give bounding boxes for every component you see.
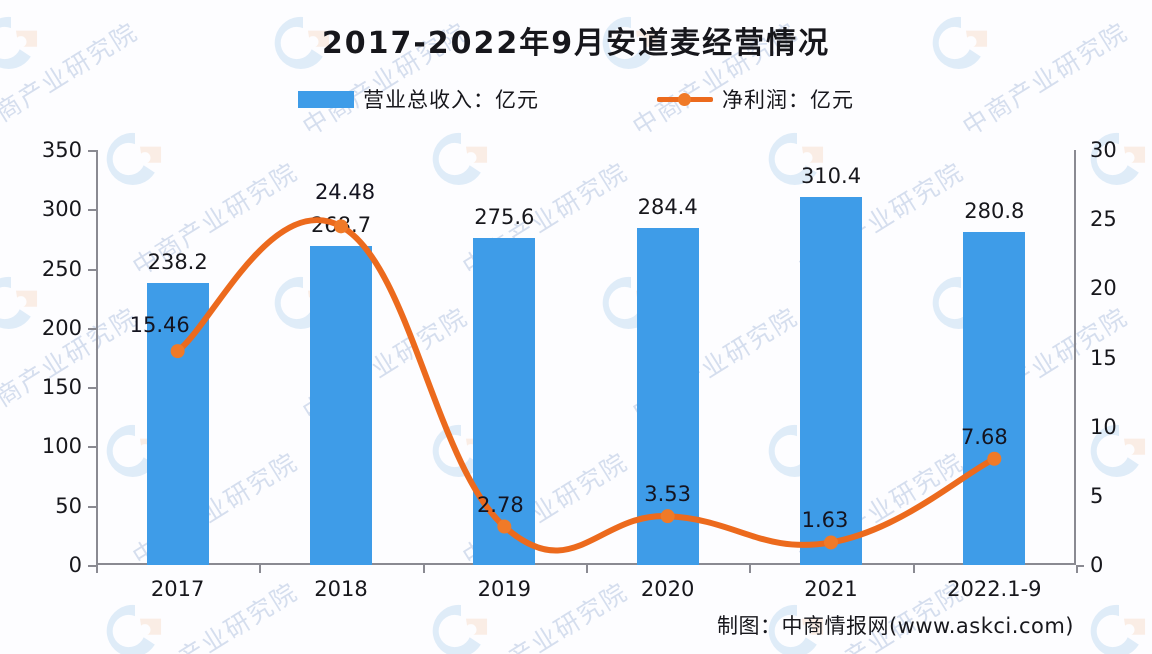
line-value-label: 15.46 — [129, 313, 190, 338]
line-point-2019[interactable] — [497, 519, 512, 534]
y-axis-left-label: 350 — [41, 138, 82, 162]
legend-item-revenue[interactable]: 营业总收入：亿元 — [298, 84, 539, 114]
line-value-label: 2.78 — [476, 492, 524, 517]
x-axis-label: 2017 — [150, 577, 205, 601]
bar-value-label: 284.4 — [637, 194, 698, 219]
chart-legend: 营业总收入：亿元 净利润：亿元 — [0, 84, 1152, 114]
y-axis-right-label: 20 — [1090, 276, 1117, 301]
bar-value-label: 275.6 — [474, 205, 535, 230]
line-point-2022.1-9[interactable] — [987, 451, 1002, 466]
x-axis-label: 2022.1-9 — [947, 577, 1042, 601]
y-axis-left-label: 200 — [41, 315, 82, 340]
legend-label-net-profit: 净利润：亿元 — [722, 88, 854, 112]
y-axis-left-label: 300 — [41, 197, 82, 222]
y-axis-right — [1074, 150, 1076, 565]
x-axis — [96, 563, 1076, 565]
bar-value-label: 280.8 — [964, 199, 1025, 224]
legend-bar-swatch-icon — [298, 90, 354, 108]
bar-value-label: 238.2 — [147, 249, 208, 274]
y-axis-left-tick — [88, 446, 96, 449]
x-axis-label: 2021 — [804, 577, 858, 601]
y-axis-left-label: 50 — [55, 493, 82, 518]
watermark-logo-icon — [0, 276, 38, 329]
y-axis-left-tick — [88, 268, 96, 271]
line-point-2020[interactable] — [660, 509, 675, 524]
net-profit-line-path — [174, 217, 998, 554]
plot-area: 0 50 100 150 200 250 300 350 0 5 10 15 20 25 30 2017 201… — [42, 138, 1117, 601]
chart-title: 2017-2022年9月安道麦经营情况 — [321, 26, 831, 61]
bar-2020[interactable] — [636, 227, 699, 565]
x-axis-tick — [96, 565, 98, 573]
y-axis-left-label: 0 — [68, 553, 82, 577]
bar-2018[interactable] — [310, 246, 372, 565]
y-axis-left-label: 250 — [41, 256, 82, 281]
line-point-2018[interactable] — [334, 219, 348, 234]
line-value-label: 24.48 — [314, 180, 376, 205]
legend-item-net-profit[interactable]: 净利润：亿元 — [657, 84, 854, 114]
x-axis-tick — [912, 565, 915, 573]
x-axis-label: 2019 — [477, 577, 532, 601]
line-point-2021[interactable] — [824, 535, 838, 550]
watermark-logo-icon — [106, 604, 162, 654]
y-axis-left-tick — [88, 209, 96, 212]
y-axis-right-label: 25 — [1090, 207, 1117, 232]
y-axis-left-tick — [88, 150, 96, 152]
y-axis-right-label: 10 — [1090, 414, 1117, 439]
y-axis-left-tick — [88, 327, 96, 330]
x-axis-label: 2020 — [640, 577, 695, 601]
bar-2022.1-9[interactable] — [963, 232, 1026, 565]
y-axis-right-label: 30 — [1090, 138, 1117, 162]
bar-2021[interactable] — [800, 196, 862, 565]
source-credit: 制图：中商情报网(www.askci.com) — [716, 614, 1074, 638]
bar-2019[interactable] — [473, 238, 536, 565]
y-axis-right-tick — [1076, 565, 1084, 567]
line-value-label: 1.63 — [801, 508, 849, 533]
x-axis-tick — [749, 565, 752, 573]
x-axis-label: 2018 — [314, 577, 368, 601]
x-axis-tick — [586, 565, 588, 573]
line-point-2017[interactable] — [170, 344, 185, 359]
line-value-label: 7.68 — [960, 424, 1008, 449]
y-axis-right-label: 0 — [1090, 553, 1104, 577]
y-axis-left — [96, 150, 98, 565]
legend-line-swatch-icon — [657, 91, 713, 108]
y-axis-left-label: 100 — [41, 434, 82, 459]
watermark-logo-icon — [1090, 604, 1146, 654]
bar-value-label: 310.4 — [800, 163, 862, 188]
y-axis-left-tick — [88, 387, 96, 390]
line-value-label: 3.53 — [644, 482, 692, 507]
watermark-logo-icon — [432, 604, 488, 654]
y-axis-right-label: 5 — [1090, 483, 1104, 508]
y-axis-right-label: 15 — [1090, 345, 1117, 370]
x-axis-tick — [1076, 565, 1078, 573]
x-axis-tick — [422, 565, 425, 573]
x-axis-tick — [259, 565, 262, 573]
y-axis-left-tick — [88, 505, 96, 508]
y-axis-left-label: 150 — [41, 375, 82, 400]
legend-label-revenue: 营业总收入：亿元 — [363, 88, 539, 112]
net-profit-line-series — [170, 217, 1002, 554]
y-axis-left-tick — [88, 565, 96, 567]
